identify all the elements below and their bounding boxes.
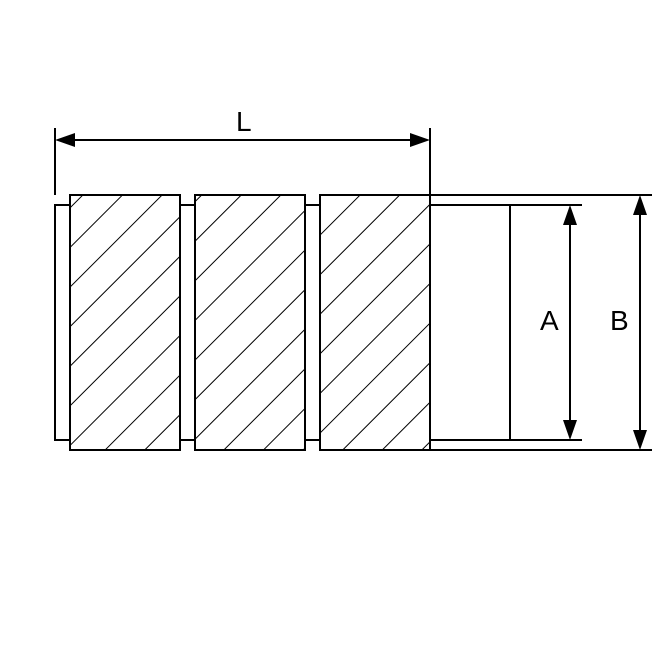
shaft-gap-1 <box>180 205 195 440</box>
label-A: A <box>540 305 559 337</box>
segment-3 <box>320 195 430 450</box>
dimension-L <box>55 128 430 195</box>
shaft-right-end <box>430 205 510 440</box>
segment-2 <box>195 195 305 450</box>
label-B: B <box>610 305 629 337</box>
label-L: L <box>236 106 252 138</box>
shaft-left-end <box>55 205 70 440</box>
shaft-gap-2 <box>305 205 320 440</box>
segment-1 <box>70 195 180 450</box>
